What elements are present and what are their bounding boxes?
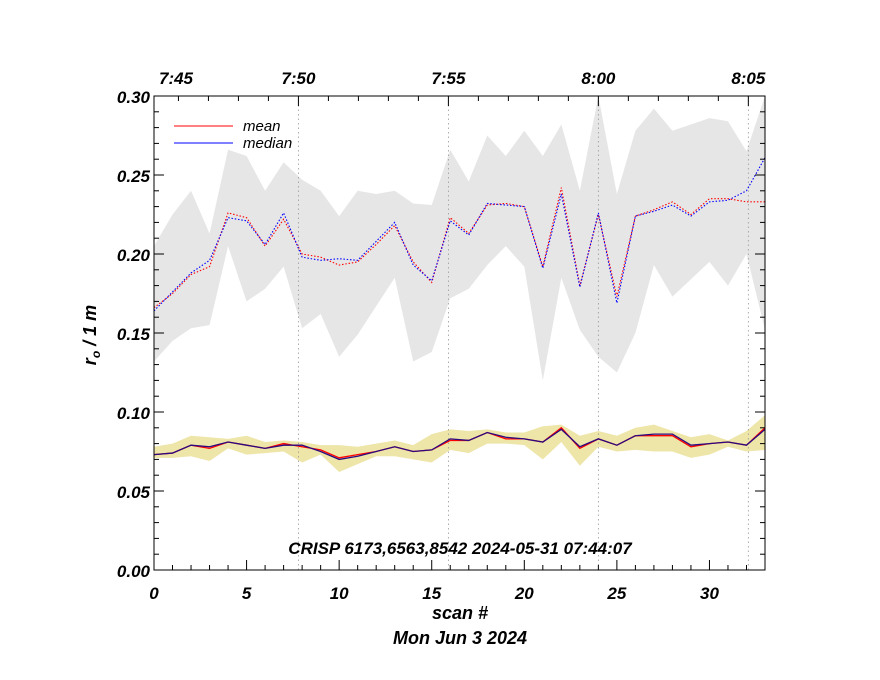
uncertainty-bands xyxy=(154,96,765,473)
y-axis-title-subscript: o xyxy=(89,351,103,358)
lower-spread-band xyxy=(154,415,765,473)
y-tick-label-6: 0.30 xyxy=(117,88,151,107)
x-tick-label-0: 0 xyxy=(149,584,159,603)
y-axis-title-rest: / 1 m xyxy=(80,305,100,351)
x-tick-label-2: 10 xyxy=(330,584,349,603)
y-tick-label-1: 0.05 xyxy=(117,483,151,502)
y-tick-label-2: 0.10 xyxy=(117,404,151,423)
top-time-label-0: 7:45 xyxy=(159,69,194,88)
top-time-label-3: 8:00 xyxy=(581,69,616,88)
y-tick-label-0: 0.00 xyxy=(117,562,151,581)
top-time-label-4: 8:05 xyxy=(731,69,766,88)
legend-median-label: median xyxy=(243,135,292,152)
y-tick-label-4: 0.20 xyxy=(117,246,151,265)
instrument-annotation: CRISP 6173,6563,8542 2024-05-31 07:44:07 xyxy=(288,539,633,558)
x-tick-label-4: 20 xyxy=(514,584,534,603)
y-axis-title-main: r xyxy=(80,357,100,365)
median-upper-line xyxy=(153,157,766,312)
top-time-label-1: 7:50 xyxy=(281,69,316,88)
x-tick-label-6: 30 xyxy=(700,584,719,603)
axis-ticks xyxy=(153,95,766,571)
y-tick-label-3: 0.15 xyxy=(117,325,151,344)
y-axis-title: ro / 1 m xyxy=(80,305,103,365)
x-tick-label-3: 15 xyxy=(422,584,441,603)
tick-labels: 0 5 10 15 20 25 30 0.00 0.05 0.10 0.15 0.20 0.25 0.30… xyxy=(117,69,766,603)
y-tick-label-5: 0.25 xyxy=(117,167,151,186)
data-lines xyxy=(153,157,766,461)
date-label: Mon Jun 3 2024 xyxy=(393,628,527,648)
x-tick-label-5: 25 xyxy=(606,584,626,603)
x-tick-label-1: 5 xyxy=(242,584,252,603)
top-time-label-2: 7:55 xyxy=(431,69,466,88)
median-lower-line xyxy=(153,428,766,461)
legend: mean median xyxy=(174,118,292,152)
upper-spread-band xyxy=(154,96,765,381)
x-axis-title: scan # xyxy=(432,603,488,623)
legend-mean-label: mean xyxy=(243,118,281,135)
